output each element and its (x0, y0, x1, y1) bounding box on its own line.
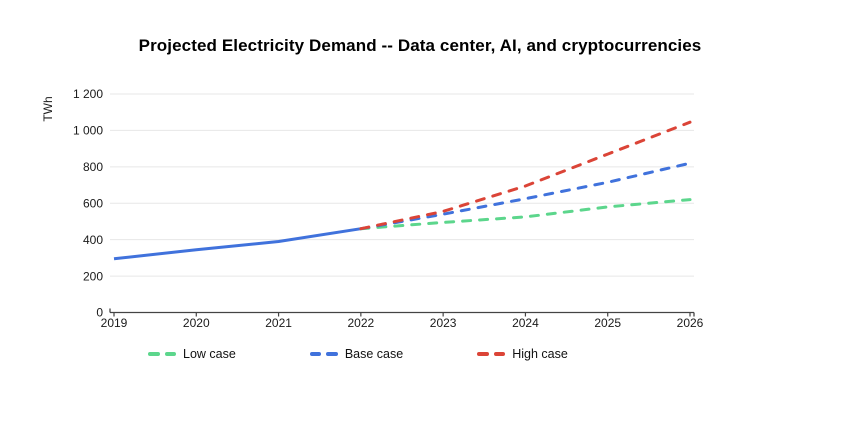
high-case-dash-icon (477, 352, 506, 356)
legend-label-high-case: High case (512, 347, 568, 361)
svg-text:800: 800 (83, 160, 103, 174)
x-axis (109, 308, 695, 317)
series-line-3 (359, 120, 692, 231)
svg-text:400: 400 (83, 233, 103, 247)
svg-text:1 200: 1 200 (73, 87, 103, 101)
svg-text:2022: 2022 (348, 316, 375, 330)
svg-text:600: 600 (83, 196, 103, 210)
legend-label-base-case: Base case (344, 347, 404, 361)
svg-text:200: 200 (83, 269, 103, 283)
svg-text:2021: 2021 (265, 316, 292, 330)
svg-text:1 000: 1 000 (73, 124, 103, 138)
series-line-0 (113, 227, 362, 261)
series-line-2 (359, 161, 692, 231)
legend-item-base-case: Base case (309, 346, 404, 362)
svg-text:2024: 2024 (512, 316, 539, 330)
y-axis-title: TWh (41, 96, 55, 121)
legend-item-high-case: High case (477, 346, 568, 362)
x-axis-labels: 2019 2020 2021 2022 2023 2024 2025 2026 (101, 316, 704, 330)
svg-text:0: 0 (96, 306, 103, 320)
legend-item-low-case: Low case (148, 346, 236, 362)
series-line-1 (359, 198, 692, 231)
svg-text:2026: 2026 (677, 316, 704, 330)
y-axis-labels: 0 200 400 600 800 1 000 1 200 (73, 87, 103, 320)
base-case-dash-icon (309, 352, 338, 356)
gridlines (110, 93, 694, 277)
svg-text:2019: 2019 (101, 316, 128, 330)
svg-text:2023: 2023 (430, 316, 457, 330)
series-lines (113, 120, 692, 261)
low-case-dash-icon (148, 352, 176, 356)
svg-text:2020: 2020 (183, 316, 210, 330)
svg-text:2025: 2025 (594, 316, 621, 330)
chart-title: Projected Electricity Demand -- Data cen… (138, 36, 702, 55)
chart-legend: Low case Base case High case (148, 346, 568, 362)
legend-label-low-case: Low case (183, 347, 236, 361)
